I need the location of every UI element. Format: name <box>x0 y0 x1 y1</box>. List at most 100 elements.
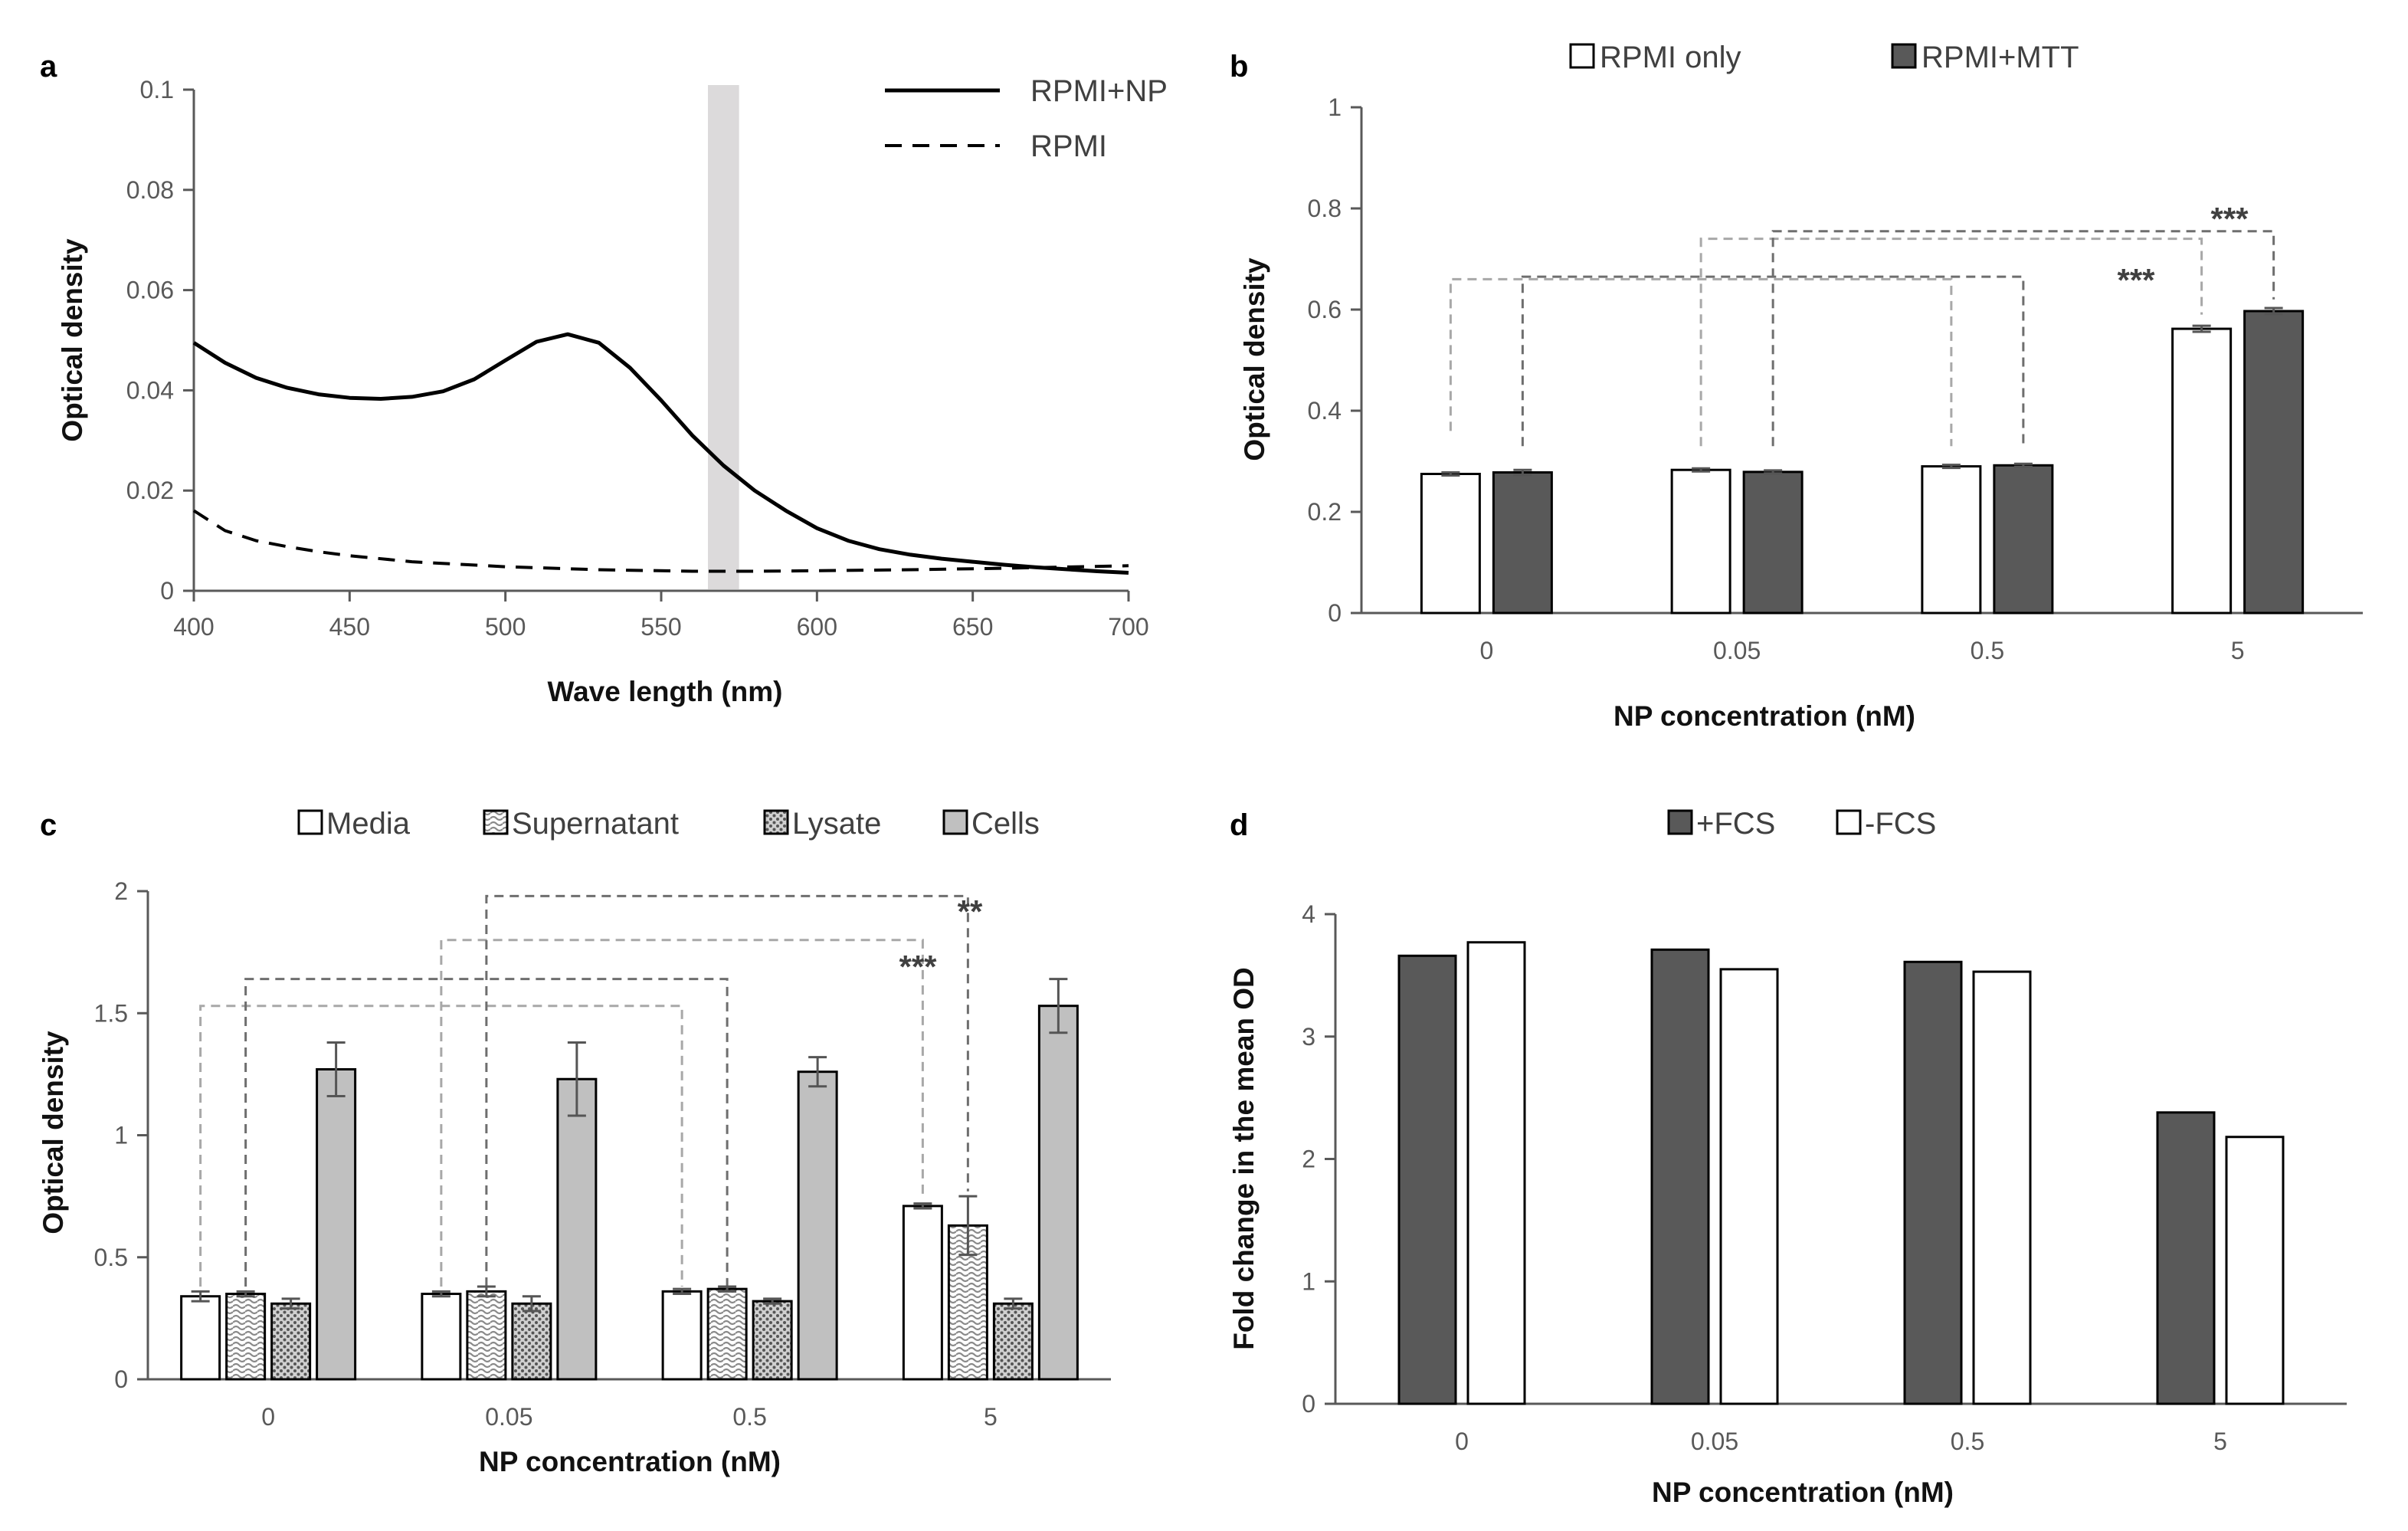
panel-d-y-tick-label: 4 <box>1302 900 1315 928</box>
panel-c-bar-chart: c Media Supernatant Lysate Cells 0 0.5 1 1.… <box>38 807 1111 1477</box>
panel-b-x-tick-label: 0 <box>1479 637 1493 664</box>
panel-c-y-tick-label: 0 <box>114 1365 128 1393</box>
panel-b-y-tick-label: 0.8 <box>1308 195 1342 222</box>
panel-a-line-chart: a 0 0.02 0.04 0.06 0.08 0.1 400 450 500 550 600 650… <box>40 50 1168 707</box>
panel-b-x-tick-label: 0.05 <box>1713 637 1761 664</box>
legend-label-lysate: Lysate <box>792 807 881 841</box>
panel-c-label: c <box>40 808 57 842</box>
panel-b-bar-rpmi-only-0.5 <box>1921 465 1982 615</box>
panel-b-bar-rpmi-mtt-0 <box>1492 471 1553 615</box>
legend-swatch-rpmi-only <box>1569 43 1595 69</box>
legend-label-rpmi-np: RPMI+NP <box>1030 74 1168 108</box>
legend-swatch-media <box>297 809 323 835</box>
wavelength-highlight-band <box>708 85 739 589</box>
panel-a-label: a <box>40 50 57 84</box>
panel-c-bar-supernatant-5 <box>947 1224 988 1381</box>
panel-c-y-tick-label: 1.5 <box>94 999 128 1027</box>
legend-label-rpmi-only: RPMI only <box>1600 41 1741 74</box>
legend-label-rpmi: RPMI <box>1030 129 1107 163</box>
panel-a-highlight-band <box>708 85 739 589</box>
bracket-supernatant-0.05-vs-5 <box>485 894 969 1287</box>
panel-c-x-tick-label: 0 <box>261 1403 275 1431</box>
panel-d-label: d <box>1230 808 1248 842</box>
panel-b-y-tick-label: 0.4 <box>1308 397 1342 425</box>
panel-b-bar-rpmi-mtt-5 <box>2243 310 2305 615</box>
panel-a-y-tick-label: 0 <box>160 577 174 605</box>
bracket-rpmi-mtt-0.05-vs-5 <box>1771 230 2275 447</box>
panel-b-legend: RPMI only RPMI+MTT <box>1569 41 2079 74</box>
panel-d-x-tick-label: 5 <box>2213 1428 2227 1455</box>
panel-a-x-tick-label: 450 <box>329 613 370 641</box>
panel-d-bar--fcs-0.05 <box>1650 948 1710 1405</box>
panel-c-bar-cells-0.5 <box>797 1070 838 1381</box>
panel-b-bar-rpmi-only-0 <box>1420 473 1481 615</box>
legend-swatch-minus-fcs <box>1836 809 1862 835</box>
panel-b-x-axis-title: NP concentration (nM) <box>1614 700 1915 732</box>
panel-d-x-tick-label: 0.5 <box>1951 1428 1984 1455</box>
panel-d-bar--fcs-0.05 <box>1719 968 1779 1405</box>
panel-c-bar-lysate-0.05 <box>511 1302 552 1381</box>
panel-a-x-tick-label: 400 <box>173 613 214 641</box>
panel-d-y-axis-title: Fold change in the mean OD <box>1228 967 1260 1350</box>
panel-d-y-tick-label: 0 <box>1302 1390 1315 1418</box>
panel-c-x-tick-label: 0.5 <box>732 1403 766 1431</box>
panel-b-x-tick-label: 5 <box>2231 637 2245 664</box>
panel-c-significance-brackets <box>199 894 969 1287</box>
panel-c-x-tick-label: 0.05 <box>485 1403 532 1431</box>
panel-c-y-axis-title: Optical density <box>38 1031 69 1234</box>
legend-swatch-lysate <box>763 809 789 835</box>
panel-c-bar-supernatant-0 <box>225 1293 267 1381</box>
panel-c-x-axis-title: NP concentration (nM) <box>479 1446 781 1477</box>
panel-b-significance-1: *** <box>2210 201 2249 237</box>
panel-c-legend: Media Supernatant Lysate Cells <box>297 807 1040 841</box>
panel-c-bars <box>180 978 1079 1381</box>
panel-b-y-tick-label: 1 <box>1328 93 1342 121</box>
panel-c-x-tick-label: 5 <box>984 1403 998 1431</box>
panel-d-bar--fcs-0 <box>1397 954 1457 1405</box>
panel-b-y-tick-label: 0.2 <box>1308 498 1342 526</box>
panel-d-bar--fcs-5 <box>2156 1111 2216 1405</box>
panel-b-x-tick-label: 0.5 <box>1971 637 2004 664</box>
panel-c-bar-media-0 <box>180 1295 221 1381</box>
panel-d-bar--fcs-0.5 <box>1903 960 1963 1405</box>
panel-a-x-tick-label: 550 <box>640 613 681 641</box>
panel-b-bar-rpmi-only-0.05 <box>1670 468 1731 615</box>
legend-label-minus-fcs: -FCS <box>1865 807 1936 841</box>
legend-label-plus-fcs: +FCS <box>1696 807 1775 841</box>
legend-swatch-cells <box>942 809 968 835</box>
panel-c-y-tick-label: 1 <box>114 1122 128 1149</box>
panel-b-significance-2: *** <box>2117 262 2155 298</box>
panel-c-bar-lysate-5 <box>992 1302 1034 1381</box>
legend-label-supernatant: Supernatant <box>512 807 679 841</box>
panel-c-y-tick-label: 0.5 <box>94 1244 128 1271</box>
bracket-media-0.05-vs-5 <box>440 939 924 1287</box>
panel-d-x-tick-label: 0 <box>1455 1428 1469 1455</box>
panel-a-axes: 0 0.02 0.04 0.06 0.08 0.1 400 450 500 550 600 650 70… <box>126 76 1149 641</box>
panel-d-x-axis-title: NP concentration (nM) <box>1652 1477 1954 1508</box>
panel-d-y-tick-label: 3 <box>1302 1023 1315 1051</box>
panel-c-bar-media-5 <box>902 1205 943 1381</box>
panel-b-bars <box>1420 307 2305 615</box>
legend-swatch-rpmi-mtt <box>1891 43 1917 69</box>
panel-c-bar-cells-0 <box>316 1068 357 1381</box>
panel-a-x-tick-label: 500 <box>485 613 526 641</box>
panel-a-legend: RPMI+NP RPMI <box>885 74 1168 163</box>
panel-c-bar-lysate-0 <box>270 1302 312 1381</box>
bracket-supernatant-0-vs-0.5 <box>244 978 729 1287</box>
panel-a-y-tick-label: 0.02 <box>126 477 174 504</box>
panel-a-x-tick-label: 700 <box>1108 613 1148 641</box>
panel-a-x-axis-title: Wave length (nm) <box>548 676 783 707</box>
legend-label-cells: Cells <box>971 807 1040 841</box>
panel-b-y-tick-label: 0.6 <box>1308 296 1342 323</box>
bracket-rpmi-only-0-vs-0.5 <box>1449 277 1953 447</box>
panel-a-series <box>192 332 1129 575</box>
panel-a-y-axis-title: Optical density <box>57 238 88 442</box>
legend-swatch-plus-fcs <box>1667 809 1693 835</box>
panel-c-bar-cells-5 <box>1037 1005 1079 1381</box>
panel-c-y-tick-label: 2 <box>114 877 128 905</box>
panel-c-bar-supernatant-0.5 <box>706 1287 748 1381</box>
panel-b-significance-brackets <box>1449 230 2275 447</box>
panel-d-y-tick-label: 2 <box>1302 1146 1315 1173</box>
panel-b-y-tick-label: 0 <box>1328 599 1342 627</box>
